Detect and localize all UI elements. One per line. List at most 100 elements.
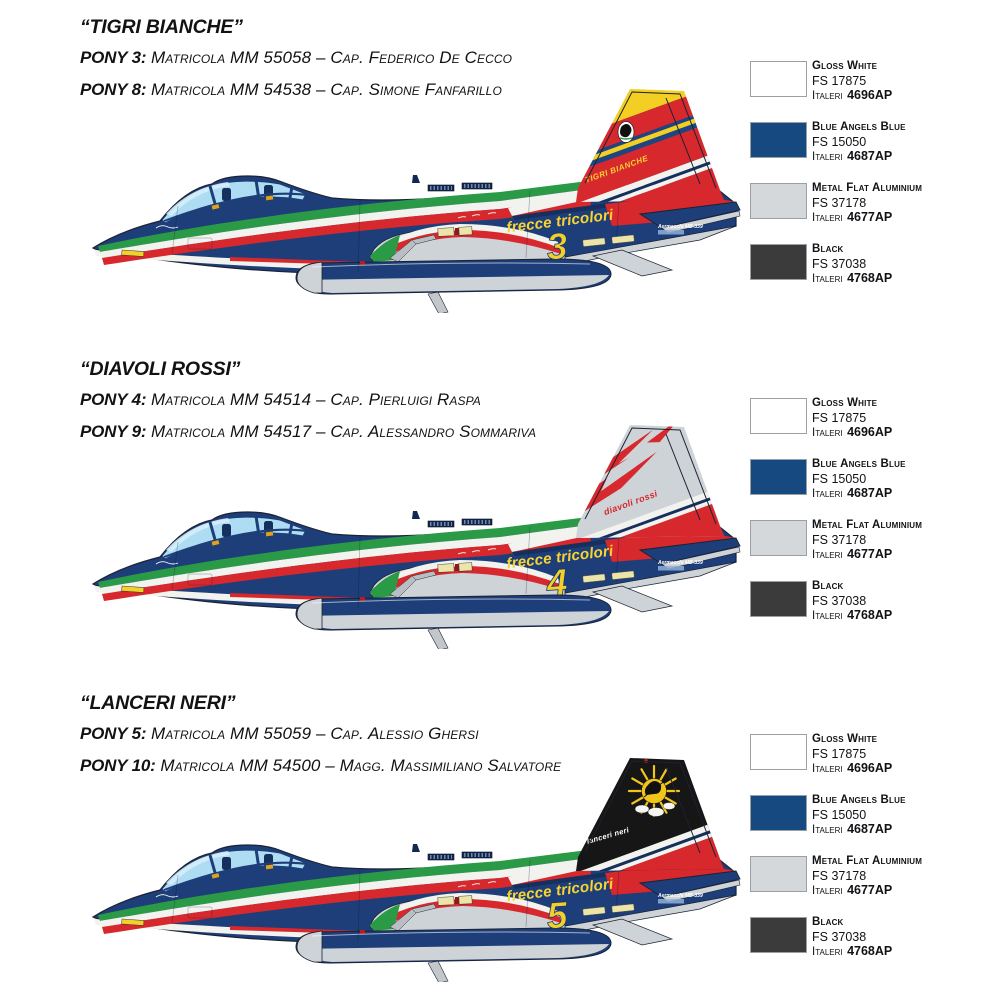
paint-chip	[750, 856, 807, 892]
paint-brand: Italeri	[812, 824, 843, 836]
paint-code: 4696AP	[847, 425, 893, 439]
paint-chip	[750, 244, 807, 280]
paint-chip	[750, 459, 807, 495]
paint-fs: FS 37178	[812, 868, 867, 883]
sun-emblem	[627, 764, 681, 818]
paint-brand: Italeri	[812, 885, 843, 897]
paint-name: Metal Flat Aluminium	[812, 855, 923, 867]
paint-code: 4768AP	[847, 271, 893, 285]
pony-line: PONY 9: Matricola MM 54517 – Cap. Alessa…	[80, 422, 536, 442]
aircraft-illustration: lanceri neri frecce tricolori 5 Aermacch…	[91, 758, 742, 982]
maker-mark: Aermacchi MB-339	[657, 560, 703, 566]
paint-brand: Italeri	[812, 427, 843, 439]
paint-brand: Italeri	[812, 610, 843, 622]
pony-line: PONY 5: Matricola MM 55059 – Cap. Alessi…	[80, 724, 561, 744]
paint-row: Gloss White FS 17875 Italeri 4696AP	[750, 60, 990, 102]
paint-fs: FS 15050	[812, 807, 867, 822]
paint-brand: Italeri	[812, 212, 843, 224]
paint-row: Blue Angels Blue FS 15050 Italeri 4687AP	[750, 794, 990, 836]
livery-title: “LANCERI NERI”	[80, 692, 236, 714]
paint-brand: Italeri	[812, 151, 843, 163]
paint-row: Black FS 37038 Italeri 4768AP	[750, 916, 990, 958]
paint-name: Black	[812, 916, 844, 928]
pony-text: Matricola MM 54514 – Cap. Pierluigi Rasp…	[151, 390, 481, 409]
paint-chip	[750, 917, 807, 953]
paint-row: Blue Angels Blue FS 15050 Italeri 4687AP	[750, 121, 990, 163]
maker-mark: Aermacchi MB-339	[657, 224, 703, 230]
paint-row: Metal Flat Aluminium FS 37178 Italeri 4677…	[750, 182, 990, 224]
paint-list: Gloss White FS 17875 Italeri 4696AP Blue A…	[750, 60, 990, 304]
pony-text: Matricola MM 54500 – Magg. Massimiliano …	[160, 756, 562, 775]
paint-chip	[750, 795, 807, 831]
paint-fs: FS 17875	[812, 410, 867, 425]
paint-row: Metal Flat Aluminium FS 37178 Italeri 4677…	[750, 855, 990, 897]
paint-brand: Italeri	[812, 273, 843, 285]
paint-code: 4677AP	[847, 210, 893, 224]
maker-mark: Aermacchi MB-339	[657, 893, 703, 899]
pony-text: Matricola MM 54538 – Cap. Simone Fanfari…	[151, 80, 502, 99]
paint-chip	[750, 398, 807, 434]
paint-name: Black	[812, 580, 844, 592]
pony-label: PONY 4:	[80, 390, 147, 409]
section-lanceri-neri: “LANCERI NERI” PONY 5: Matricola MM 5505…	[0, 692, 1000, 1000]
paint-brand: Italeri	[812, 488, 843, 500]
paint-row: Black FS 37038 Italeri 4768AP	[750, 243, 990, 285]
paint-brand: Italeri	[812, 90, 843, 102]
paint-fs: FS 37038	[812, 593, 867, 608]
formation-dashes	[582, 903, 635, 916]
pony-label: PONY 9:	[80, 422, 147, 441]
paint-chip	[750, 122, 807, 158]
paint-row: Gloss White FS 17875 Italeri 4696AP	[750, 397, 990, 439]
formation-dashes	[582, 234, 635, 247]
paint-chip	[750, 734, 807, 770]
paint-code: 4696AP	[847, 88, 893, 102]
paint-fs: FS 37178	[812, 195, 867, 210]
paint-code: 4687AP	[847, 486, 893, 500]
pony-label: PONY 10:	[80, 756, 156, 775]
paint-chip	[750, 520, 807, 556]
aircraft-illustration: TIGRI BIANCHE frecce tricolori 3 Aermacc…	[91, 89, 742, 313]
paint-brand: Italeri	[812, 946, 843, 958]
paint-list: Gloss White FS 17875 Italeri 4696AP Blue A…	[750, 733, 990, 977]
paint-name: Metal Flat Aluminium	[812, 182, 923, 194]
pony-line: PONY 8: Matricola MM 54538 – Cap. Simone…	[80, 80, 512, 100]
paint-chip	[750, 581, 807, 617]
paint-list: Gloss White FS 17875 Italeri 4696AP Blue A…	[750, 397, 990, 641]
paint-row: Gloss White FS 17875 Italeri 4696AP	[750, 733, 990, 775]
paint-brand: Italeri	[812, 763, 843, 775]
paint-name: Metal Flat Aluminium	[812, 519, 923, 531]
pony-line: PONY 10: Matricola MM 54500 – Magg. Mass…	[80, 756, 561, 776]
paint-name: Blue Angels Blue	[812, 121, 906, 133]
paint-code: 4768AP	[847, 944, 893, 958]
aircraft-illustration: diavoli rossi frecce tricolori 4 Aermacc…	[91, 425, 742, 649]
paint-row: Blue Angels Blue FS 15050 Italeri 4687AP	[750, 458, 990, 500]
livery-title: “TIGRI BIANCHE”	[80, 16, 243, 38]
paint-name: Black	[812, 243, 844, 255]
paint-row: Black FS 37038 Italeri 4768AP	[750, 580, 990, 622]
paint-chip	[750, 61, 807, 97]
paint-fs: FS 37178	[812, 532, 867, 547]
paint-code: 4687AP	[847, 822, 893, 836]
paint-name: Gloss White	[812, 733, 878, 745]
aircraft-number: 3	[545, 225, 569, 267]
section-tigri-bianche: “TIGRI BIANCHE” PONY 3: Matricola MM 550…	[0, 16, 1000, 346]
paint-brand: Italeri	[812, 549, 843, 561]
paint-fs: FS 15050	[812, 471, 867, 486]
paint-fs: FS 15050	[812, 134, 867, 149]
pony-text: Matricola MM 55058 – Cap. Federico De Ce…	[151, 48, 513, 67]
paint-name: Blue Angels Blue	[812, 794, 906, 806]
paint-row: Metal Flat Aluminium FS 37178 Italeri 4677…	[750, 519, 990, 561]
paint-code: 4687AP	[847, 149, 893, 163]
paint-chip	[750, 183, 807, 219]
paint-code: 4677AP	[847, 547, 893, 561]
aircraft-number: 5	[545, 894, 570, 936]
paint-code: 4696AP	[847, 761, 893, 775]
pony-line: PONY 4: Matricola MM 54514 – Cap. Pierlu…	[80, 390, 536, 410]
section-diavoli-rossi: “DIAVOLI ROSSI” PONY 4: Matricola MM 545…	[0, 358, 1000, 688]
section-header: “TIGRI BIANCHE” PONY 3: Matricola MM 550…	[80, 16, 512, 112]
paint-name: Gloss White	[812, 397, 878, 409]
tiger-emblem	[617, 121, 635, 143]
pony-text: Matricola MM 54517 – Cap. Alessandro Som…	[151, 422, 537, 441]
paint-fs: FS 17875	[812, 73, 867, 88]
